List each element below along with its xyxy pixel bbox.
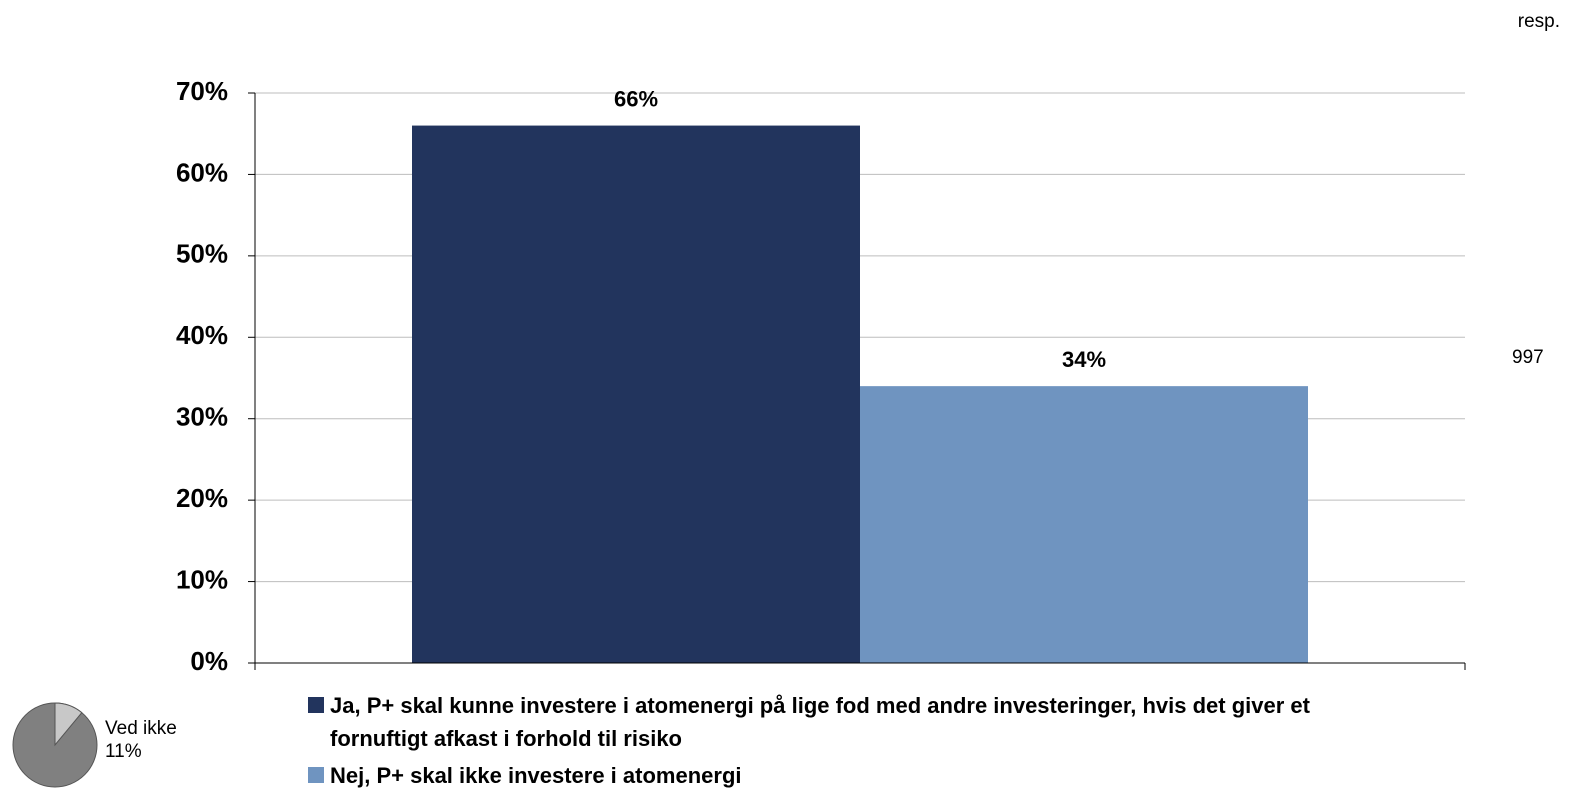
pie-value-label: 11% <box>105 741 142 762</box>
bar <box>860 386 1308 663</box>
y-tick-label: 30% <box>176 402 228 432</box>
pie-label: Ved ikke <box>105 718 177 739</box>
annotation: resp. <box>1518 11 1560 32</box>
legend-swatch <box>308 697 324 713</box>
data-label: 66% <box>614 86 658 111</box>
legend-swatch <box>308 767 324 783</box>
y-tick-label: 20% <box>176 483 228 513</box>
bar <box>412 125 860 664</box>
data-label: 34% <box>1062 347 1106 372</box>
y-tick-label: 60% <box>176 157 228 187</box>
y-tick-label: 50% <box>176 239 228 269</box>
y-tick-label: 70% <box>176 76 228 106</box>
y-tick-label: 0% <box>190 646 228 676</box>
legend-item: Ja, P+ skal kunne investere i atomenergi… <box>308 689 1408 755</box>
legend-label: Nej, P+ skal ikke investere i atomenergi <box>330 763 742 788</box>
y-tick-label: 40% <box>176 320 228 350</box>
legend-label: Ja, P+ skal kunne investere i atomenergi… <box>330 693 1310 751</box>
legend-item: Nej, P+ skal ikke investere i atomenergi <box>308 759 1408 792</box>
annotation: 997 <box>1512 347 1544 368</box>
y-tick-label: 10% <box>176 564 228 594</box>
pie-slice <box>54 702 83 747</box>
